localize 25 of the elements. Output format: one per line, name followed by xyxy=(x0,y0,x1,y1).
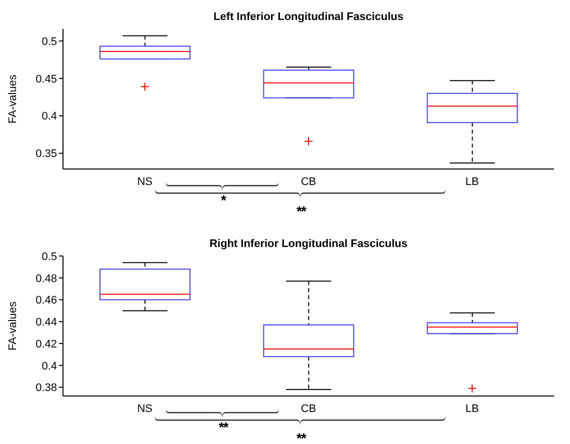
y-tick-label: 0.5 xyxy=(42,250,57,263)
y-tick-label: 0.46 xyxy=(36,294,57,307)
y-tick-label: 0.44 xyxy=(36,316,57,329)
y-tick-label: 0.4 xyxy=(42,110,57,123)
text: ** xyxy=(296,203,308,219)
chart-title: Right Inferior Longitudinal Fasciculus xyxy=(209,238,408,250)
x-tick-label: CB xyxy=(300,402,316,415)
text: ** xyxy=(296,430,308,444)
x-tick-label: CB xyxy=(300,176,316,188)
x-tick-label: LB xyxy=(465,402,479,415)
y-axis-title: FA-values xyxy=(6,74,19,124)
y-tick-label: 0.48 xyxy=(36,272,57,285)
x-tick-label: LB xyxy=(465,176,479,188)
y-tick-label: 0.42 xyxy=(36,338,57,350)
text: ** xyxy=(218,419,230,435)
x-tick-label: NS xyxy=(137,176,152,188)
y-axis-title: FA-values xyxy=(6,301,19,350)
text: * xyxy=(220,192,227,208)
y-tick-label: 0.5 xyxy=(42,36,57,48)
y-tick-label: 0.45 xyxy=(36,73,57,86)
y-tick-label: 0.4 xyxy=(42,360,57,372)
y-tick-label: 0.38 xyxy=(36,382,57,394)
chart-title: Left Inferior Longitudinal Fasciculus xyxy=(213,11,404,23)
x-tick-label: NS xyxy=(137,402,152,415)
y-tick-label: 0.35 xyxy=(36,148,57,160)
